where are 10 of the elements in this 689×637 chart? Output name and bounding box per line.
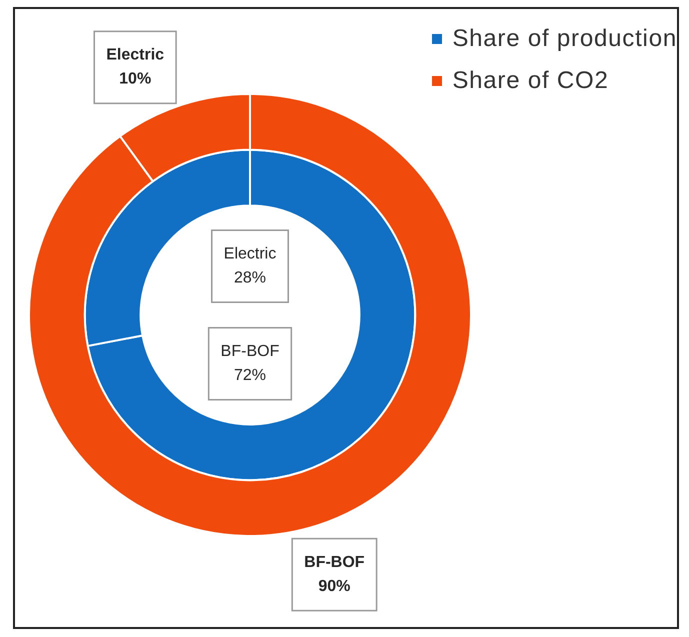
slice-label: BF-BOF: [304, 554, 365, 572]
legend-label: Share of production: [452, 25, 677, 53]
data-label: 10%: [119, 70, 152, 88]
data-label: 90%: [318, 578, 350, 596]
legend-label: Share of CO2: [452, 67, 609, 95]
slice-label: BF-BOF: [220, 343, 280, 360]
data-label: 28%: [234, 270, 266, 287]
slice-label: Electric: [224, 246, 276, 263]
slice-label: Electric: [106, 46, 164, 64]
data-label: 72%: [234, 367, 266, 384]
